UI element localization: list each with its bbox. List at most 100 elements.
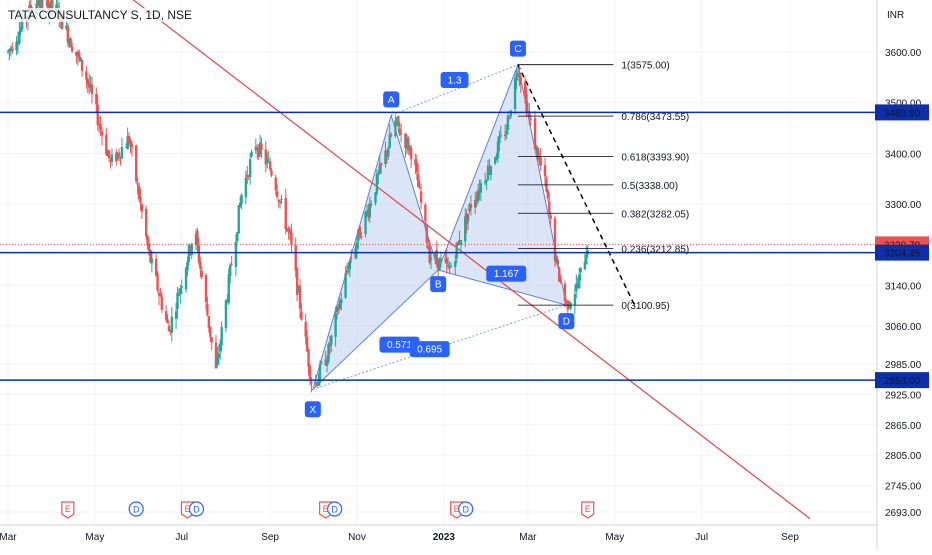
- candle-body: [99, 125, 101, 129]
- candle-body: [305, 322, 307, 337]
- candle-body: [185, 268, 187, 290]
- candle-body: [485, 181, 487, 182]
- candle-body: [500, 135, 502, 136]
- candle-body: [418, 187, 420, 188]
- candle-body: [295, 245, 297, 270]
- candle-body: [460, 240, 462, 245]
- time-tick-label: 2023: [433, 532, 456, 543]
- candle-body: [326, 361, 328, 366]
- candle-body: [400, 133, 402, 134]
- candle-body: [156, 273, 158, 290]
- candle-body: [85, 71, 87, 79]
- candle-body: [307, 350, 309, 367]
- dividend-marker-label: D: [193, 505, 200, 515]
- candle-body: [108, 150, 110, 158]
- candle-body: [454, 261, 456, 267]
- dividend-marker-label: D: [133, 505, 140, 515]
- candle-body: [374, 192, 376, 203]
- candle-body: [250, 152, 252, 157]
- time-tick-label: Sep: [781, 532, 799, 543]
- fib-level-label: 0.382(3282.05): [621, 209, 689, 220]
- dividend-marker-label: D: [462, 505, 469, 515]
- candle-body: [141, 204, 143, 212]
- candle-body: [540, 157, 542, 165]
- candle-body: [515, 78, 517, 80]
- candle-body: [18, 32, 20, 44]
- candle-body: [121, 147, 123, 158]
- candle-body: [484, 181, 486, 183]
- candle-body: [290, 233, 292, 245]
- candle-body: [390, 135, 392, 136]
- candle-body: [118, 153, 120, 156]
- candle-body: [179, 288, 181, 294]
- candle-body: [440, 259, 442, 260]
- candle-body: [376, 174, 378, 194]
- candle-body: [67, 26, 69, 43]
- candle-body: [334, 313, 336, 337]
- candle-body: [497, 141, 499, 158]
- candle-body: [369, 203, 371, 217]
- candle-body: [394, 120, 396, 136]
- time-tick-label: May: [605, 532, 624, 543]
- dividend-marker-label: D: [331, 505, 338, 515]
- candle-body: [447, 265, 449, 266]
- candle-body: [446, 258, 448, 263]
- candle-body: [397, 116, 399, 126]
- candle-body: [178, 295, 180, 296]
- candle-body: [579, 267, 581, 271]
- candle-body: [210, 337, 212, 342]
- candle-body: [524, 82, 526, 96]
- candle-body: [230, 264, 232, 265]
- candle-body: [320, 362, 322, 363]
- candle-body: [585, 255, 587, 265]
- candle-body: [8, 49, 10, 51]
- candle-body: [364, 212, 366, 234]
- candle-body: [199, 261, 201, 268]
- candle-body: [330, 336, 332, 345]
- candle-body: [220, 327, 222, 345]
- candle-body: [216, 357, 218, 366]
- candle-body: [155, 259, 157, 276]
- candle-body: [416, 163, 418, 172]
- candle-body: [101, 132, 103, 136]
- candle-body: [229, 265, 231, 276]
- candle-body: [534, 118, 536, 149]
- price-tick-label: 2985.00: [885, 360, 922, 371]
- candle-body: [370, 204, 372, 205]
- candle-body: [69, 39, 71, 48]
- time-tick-label: May: [85, 532, 104, 543]
- pattern-point-x: X: [309, 405, 316, 416]
- candle-body: [181, 286, 183, 287]
- candle-body: [208, 316, 210, 328]
- candle-body: [559, 279, 561, 282]
- candle-body: [344, 273, 346, 297]
- candle-body: [426, 224, 428, 243]
- candle-body: [319, 364, 321, 381]
- candle-body: [300, 311, 302, 319]
- level-price-tag: 3204.45: [884, 249, 921, 260]
- candle-body: [228, 275, 230, 303]
- candle-body: [424, 205, 426, 222]
- candle-body: [380, 163, 382, 165]
- time-tick-label: Sep: [261, 532, 279, 543]
- candle-body: [430, 258, 432, 260]
- candle-body: [578, 275, 580, 288]
- currency-label: INR: [887, 10, 904, 21]
- candle-body: [410, 147, 412, 159]
- candle-body: [354, 249, 356, 258]
- candle-body: [95, 94, 97, 105]
- candle-body: [97, 105, 99, 125]
- fib-level-label: 0(3100.95): [621, 301, 669, 312]
- candle-body: [575, 284, 577, 292]
- candle-body: [514, 78, 516, 109]
- fib-level-label: 0.618(3393.90): [621, 153, 689, 164]
- pattern-point-a: A: [388, 95, 395, 106]
- time-tick-label: Nov: [348, 532, 366, 543]
- candle-body: [349, 260, 351, 269]
- pattern-ratio-bd: 1.167: [494, 269, 519, 280]
- candle-body: [196, 231, 198, 245]
- fib-level-label: 0.5(3338.00): [621, 181, 678, 192]
- price-tick-label: 2805.00: [885, 451, 922, 462]
